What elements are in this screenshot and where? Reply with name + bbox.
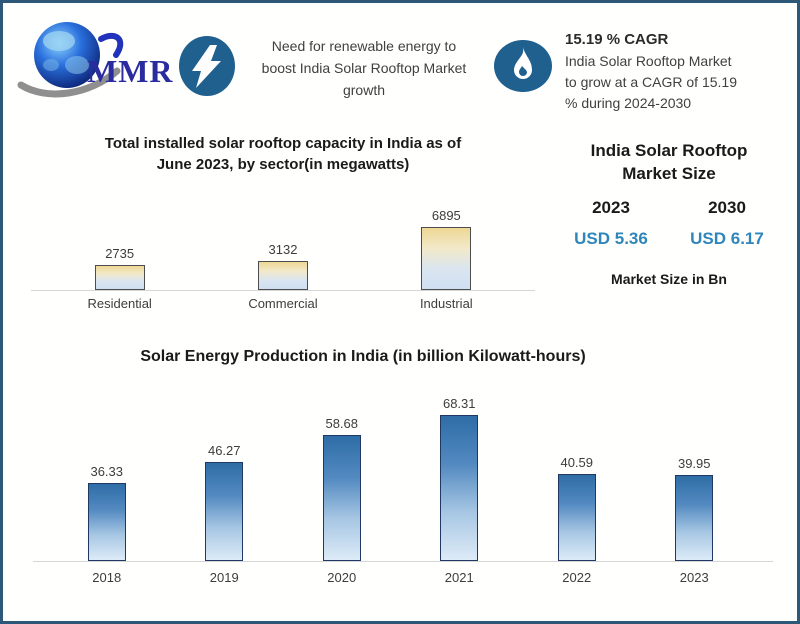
bar-column: 68.31 [401, 396, 519, 561]
cagr-text: India Solar Rooftop Market to grow at a … [565, 53, 737, 111]
energy-production-chart: Solar Energy Production in India (in bil… [33, 345, 773, 585]
category-label: 2018 [92, 570, 122, 585]
bar [322, 435, 361, 561]
lightning-icon [179, 36, 235, 96]
bar-value-label: 58.68 [325, 416, 359, 431]
bar-value-label: 36.33 [90, 464, 124, 479]
category-label: 2021 [444, 570, 474, 585]
bar [440, 415, 479, 561]
production-chart-axis [33, 561, 773, 562]
market-size-years: 2023 2030 [553, 198, 785, 218]
production-chart-bars: 36.33 46.27 58.68 68.31 40.59 39.95 [33, 391, 773, 561]
market-size-footnote: Market Size in Bn [611, 271, 727, 287]
bar-value-label: 3132 [268, 242, 298, 257]
category-label: Residential [87, 296, 152, 311]
sector-capacity-chart: Total installed solar rooftop capacity i… [31, 133, 535, 311]
bar [557, 474, 596, 561]
year-2023-label: 2023 [592, 198, 630, 217]
value-2023: USD 5.36 [574, 229, 648, 248]
market-size-title: India Solar Rooftop Market Size [590, 141, 748, 183]
bar-value-label: 40.59 [560, 455, 594, 470]
bar-column: 40.59 [518, 455, 636, 561]
sector-chart-axis [31, 290, 535, 291]
cagr-heading: 15.19 % CAGR [565, 31, 669, 48]
flame-icon [494, 40, 552, 92]
bar-column: 3132 [201, 242, 364, 290]
bar-value-label: 68.31 [442, 396, 476, 411]
bar-value-label: 2735 [105, 246, 135, 261]
cagr-banner: 15.19 % CAGR India Solar Rooftop Market … [565, 29, 795, 114]
bar-column: 36.33 [48, 464, 166, 561]
bar [421, 227, 472, 290]
bar-column: 58.68 [283, 416, 401, 561]
bar-column: 39.95 [636, 456, 754, 561]
sector-chart-title: Total installed solar rooftop capacity i… [104, 135, 462, 173]
sector-chart-categories: Residential Commercial Industrial [33, 296, 533, 311]
production-chart-title: Solar Energy Production in India (in bil… [140, 348, 586, 365]
value-2030: USD 6.17 [690, 229, 764, 248]
globe-logo-icon [17, 22, 124, 98]
category-label: Commercial [248, 296, 318, 311]
market-size-values: USD 5.36 USD 6.17 [553, 229, 785, 249]
category-label: 2020 [327, 570, 357, 585]
bar [257, 261, 308, 290]
mmr-logo: MMR [15, 13, 185, 103]
sector-chart-bars: 2735 3132 6895 [33, 202, 533, 290]
bar-value-label: 39.95 [677, 456, 711, 471]
logo-wordmark: MMR [87, 53, 174, 89]
bar-value-label: 46.27 [207, 443, 241, 458]
bar-column: 2735 [38, 246, 201, 290]
bar [205, 462, 244, 561]
category-label: 2022 [562, 570, 592, 585]
bar [675, 475, 714, 561]
renewable-banner-text: Need for renewable energy to boost India… [261, 38, 467, 98]
bar-column: 6895 [365, 208, 528, 290]
category-label: Industrial [419, 296, 473, 311]
category-label: 2019 [209, 570, 239, 585]
bar-value-label: 6895 [431, 208, 461, 223]
bar-column: 46.27 [166, 443, 284, 561]
bar [94, 265, 145, 290]
category-label: 2023 [679, 570, 709, 585]
market-size-panel: India Solar Rooftop Market Size 2023 203… [553, 139, 785, 287]
year-2030-label: 2030 [708, 198, 746, 217]
bar [87, 483, 126, 561]
production-chart-categories: 2018 2019 2020 2021 2022 2023 [33, 570, 773, 585]
